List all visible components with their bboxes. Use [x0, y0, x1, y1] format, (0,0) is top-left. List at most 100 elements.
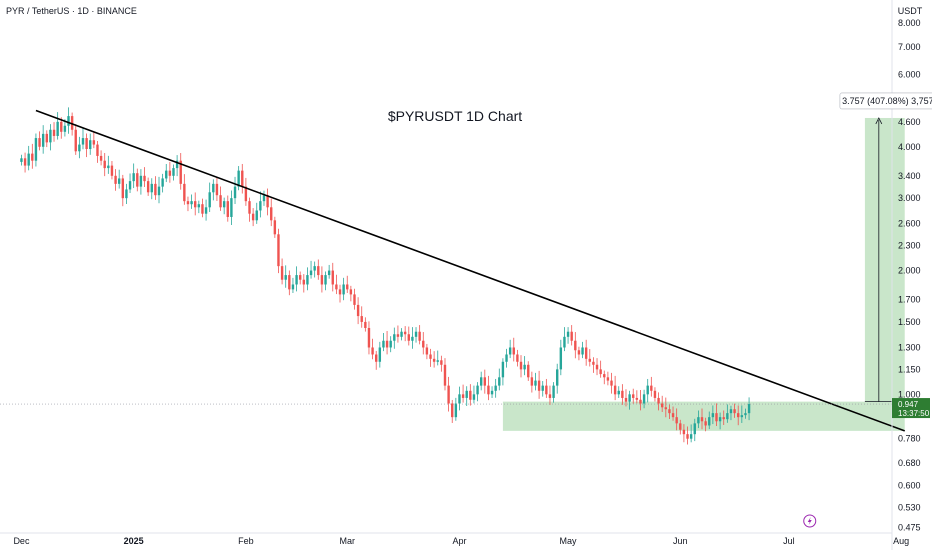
candle-body	[682, 429, 686, 435]
y-tick-label: 1.000	[898, 389, 921, 399]
candle-body	[360, 316, 363, 322]
candle-body	[208, 192, 211, 208]
candle-body	[110, 165, 114, 176]
candle-body	[411, 336, 414, 341]
candle-body	[505, 354, 508, 362]
candle-body	[197, 204, 201, 208]
candle-body	[146, 181, 150, 193]
candle-body	[729, 409, 733, 414]
candle-body	[603, 374, 606, 378]
candle-body	[331, 270, 334, 285]
candle-body	[190, 201, 193, 205]
candle-body	[566, 331, 570, 337]
candle-body	[49, 129, 52, 143]
candle-body	[346, 284, 349, 290]
candle-body	[537, 380, 541, 391]
candle-body	[671, 413, 675, 418]
candle-body	[262, 195, 266, 202]
candle-body	[313, 266, 316, 271]
candle-body	[443, 364, 447, 386]
candle-body	[295, 275, 298, 285]
candle-body	[476, 385, 479, 395]
candle-body	[375, 354, 378, 362]
candle-body	[483, 377, 487, 386]
candle-body	[353, 294, 356, 305]
candle-body	[472, 394, 476, 400]
countdown-label: 13:37:50	[898, 409, 930, 418]
candle-body	[103, 160, 106, 169]
x-tick-label: May	[560, 536, 578, 546]
candle-body	[668, 409, 671, 414]
zones	[502, 117, 905, 431]
candle-body	[114, 175, 117, 184]
candle-body	[432, 358, 436, 362]
candle-body	[490, 390, 494, 395]
candle-body	[461, 394, 465, 398]
candle-body	[219, 195, 222, 208]
candle-body	[212, 183, 215, 193]
candle-body	[660, 403, 664, 408]
candle-body	[447, 385, 450, 404]
candle-body	[266, 195, 269, 208]
candle-body	[161, 178, 164, 187]
candle-body	[451, 403, 454, 418]
candle-body	[168, 170, 172, 176]
y-tick-label: 3.000	[898, 193, 921, 203]
candle-body	[117, 178, 121, 184]
candle-body	[606, 377, 610, 381]
symbol-header: PYR / TetherUS · 1D · BINANCE	[6, 6, 137, 16]
candle-body	[63, 125, 67, 132]
candle-body	[291, 284, 295, 290]
candle-body	[364, 321, 367, 328]
y-tick-label: 0.530	[898, 503, 921, 513]
candle-body	[577, 350, 581, 355]
candle-body	[349, 289, 353, 295]
candle-body	[194, 201, 197, 208]
candle-body	[704, 421, 707, 426]
candle-body	[697, 417, 700, 424]
y-tick-label: 7.000	[898, 42, 921, 52]
candle-body	[440, 360, 443, 365]
candle-body	[27, 153, 30, 166]
candle-body	[563, 336, 566, 348]
candle-body	[512, 347, 515, 355]
candle-body	[747, 404, 751, 414]
candle-body	[327, 270, 331, 276]
candle-body	[516, 354, 519, 362]
candle-body	[378, 347, 382, 362]
candle-body	[556, 369, 559, 386]
candle-body	[356, 304, 360, 317]
candle-body	[541, 385, 544, 391]
candle-body	[519, 361, 523, 370]
candle-body	[722, 417, 725, 420]
candle-body	[382, 340, 385, 348]
measure-arrowhead	[875, 117, 883, 125]
candle-body	[150, 183, 153, 193]
candle-body	[186, 201, 190, 205]
candle-body	[233, 186, 237, 199]
candle-body	[248, 201, 251, 214]
y-tick-label: 0.680	[898, 458, 921, 468]
x-tick-label: Aug	[893, 536, 909, 546]
candle-body	[429, 354, 432, 359]
y-tick-label: 1.700	[898, 295, 921, 305]
candle-body	[107, 165, 110, 169]
candle-body	[99, 155, 103, 161]
candle-body	[143, 175, 146, 182]
candle-body	[288, 275, 291, 290]
candle-body	[617, 390, 620, 395]
candle-body	[38, 138, 41, 147]
candle-body	[367, 327, 371, 348]
x-tick-label: Dec	[13, 536, 30, 546]
measure-label: 3.757 (407.08%) 3,757	[842, 96, 932, 106]
zone-support	[502, 401, 905, 431]
candle-body	[309, 270, 313, 276]
y-tick-label: 0.600	[898, 481, 921, 491]
candle-body	[52, 129, 56, 136]
candle-body	[389, 340, 392, 348]
candle-body	[581, 347, 584, 355]
candle-body	[740, 415, 744, 418]
candle-body	[244, 186, 248, 202]
